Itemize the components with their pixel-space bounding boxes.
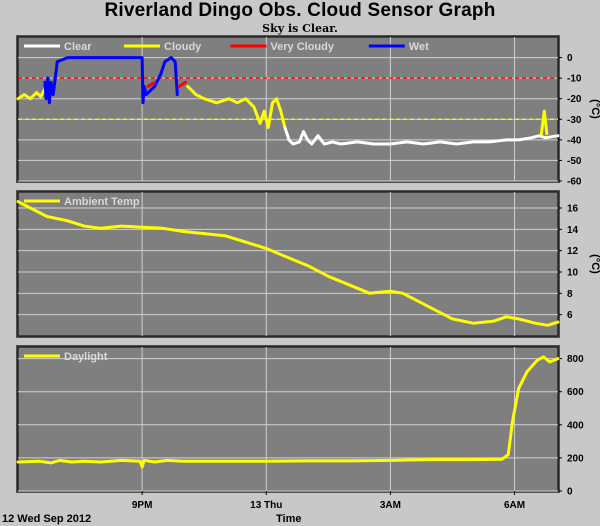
y-tick-label: 12 <box>567 246 579 257</box>
series-cloudy-line <box>539 109 549 136</box>
x-tick-label: 9PM <box>132 500 153 511</box>
y-tick-label: 200 <box>567 453 584 464</box>
y-tick-label: 14 <box>567 225 579 236</box>
y-tick-label: -20 <box>567 94 582 105</box>
y-tick-label: 0 <box>567 53 573 64</box>
series-very-cloudy-line <box>177 80 188 88</box>
legend-label-very-cloudy: Very Cloudy <box>270 41 334 53</box>
y-tick-label: -40 <box>567 135 582 146</box>
y-tick-label: 16 <box>567 204 579 215</box>
y-tick-label: -10 <box>567 74 582 85</box>
series-clear-line <box>283 126 560 146</box>
y-tick-label: 6 <box>567 310 573 321</box>
sky-temp-panel-plot-area <box>17 36 559 182</box>
legend-label-clear: Clear <box>64 41 92 53</box>
legend-label-ambient-temp: Ambient Temp <box>64 196 140 208</box>
series-very-cloudy-line <box>146 80 157 88</box>
x-axis-label: Time <box>276 513 302 525</box>
sky-status: Sky is Clear. <box>262 22 338 35</box>
series-daylight-line <box>16 355 560 469</box>
legend-label-wet: Wet <box>409 41 429 53</box>
y-tick-label: -50 <box>567 156 582 167</box>
y-tick-label: 8 <box>567 289 573 300</box>
legend-label-daylight: Daylight <box>64 351 108 363</box>
y-tick-label: -30 <box>567 115 582 126</box>
daylight-panel-plot-area <box>17 346 559 492</box>
y-tick-label: 600 <box>567 387 584 398</box>
y-axis-unit: (°C) <box>589 254 600 274</box>
x-tick-label: 6AM <box>504 500 525 511</box>
y-tick-label: -60 <box>567 177 582 188</box>
y-tick-label: 800 <box>567 354 584 365</box>
series-cloudy-line <box>16 86 47 101</box>
series-ambient-temp-line <box>16 200 560 327</box>
y-axis-unit: (°C) <box>589 99 600 119</box>
graph-title: Riverland Dingo Obs. Cloud Sensor Graph <box>104 0 496 21</box>
y-tick-label: 0 <box>567 487 573 498</box>
series-cloudy-line <box>186 84 287 129</box>
date-label: 12 Wed Sep 2012 <box>2 513 92 525</box>
y-tick-label: 10 <box>567 268 579 279</box>
ambient-temp-panel-plot-area <box>17 191 559 337</box>
series-wet-line <box>43 56 179 105</box>
legend-label-cloudy: Cloudy <box>164 41 202 53</box>
x-tick-label: 13 Thu <box>250 500 282 511</box>
y-tick-label: 400 <box>567 420 584 431</box>
x-tick-label: 3AM <box>380 500 401 511</box>
